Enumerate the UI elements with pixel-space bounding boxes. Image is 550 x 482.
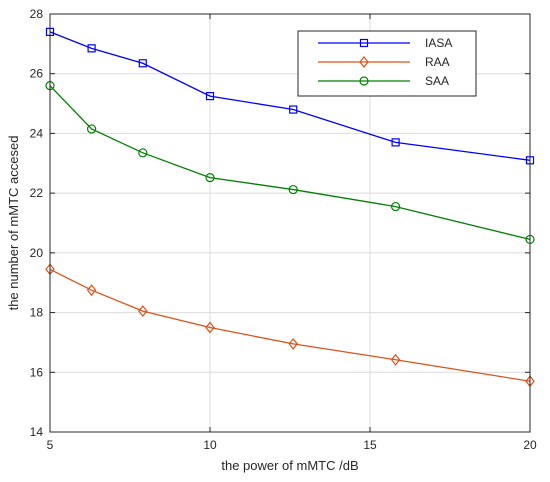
x-axis-title: the power of mMTC /dB [221,458,358,473]
plot-frame [49,13,531,433]
series-line-iasa [49,31,531,161]
y-axis-title: the number of mMTC accesed [6,136,21,311]
x-tick-labels: 5 10 15 20 [47,438,537,452]
legend-marker-raa [359,56,369,68]
data-point-raa [288,337,298,350]
data-point-iasa [289,105,298,114]
data-point-raa [86,284,97,297]
y-tick-label: 26 [30,67,44,81]
legend-marker-iasa [359,38,369,48]
x-tick-label: 15 [363,438,377,452]
data-point-saa [288,184,298,195]
data-point-iasa [391,138,400,147]
data-point-raa [205,321,215,334]
y-tick-label: 24 [30,126,44,140]
legend-label-iasa: IASA [425,36,452,50]
data-point-raa [138,305,148,318]
legend-label-saa: SAA [425,74,449,88]
legend-label-raa: RAA [425,55,450,69]
legend-box [297,30,477,97]
y-tick-label: 20 [30,246,44,260]
legend: IASA RAA SAA [297,30,477,97]
data-point-saa [138,148,148,158]
legend-marker-saa [359,76,369,86]
y-tick-label: 16 [30,365,44,379]
x-tick-label: 5 [47,438,54,452]
data-point-saa [391,201,401,212]
axis-ticks [49,13,531,433]
data-point-saa [86,124,97,134]
data-point-saa [205,173,215,183]
y-tick-label: 18 [30,306,44,320]
y-tick-labels: 14 16 18 20 22 24 26 28 [30,7,44,439]
series-lines [49,31,531,382]
series-line-saa [49,85,531,241]
x-tick-label: 10 [203,438,217,452]
x-tick-label: 20 [523,438,537,452]
data-point-iasa [138,59,147,68]
data-point-iasa [205,92,215,101]
y-tick-label: 28 [30,7,44,21]
y-tick-label: 22 [30,186,44,200]
y-tick-label: 14 [30,425,44,439]
data-point-iasa [87,44,96,53]
series-line-raa [49,268,531,382]
data-point-raa [390,353,401,366]
